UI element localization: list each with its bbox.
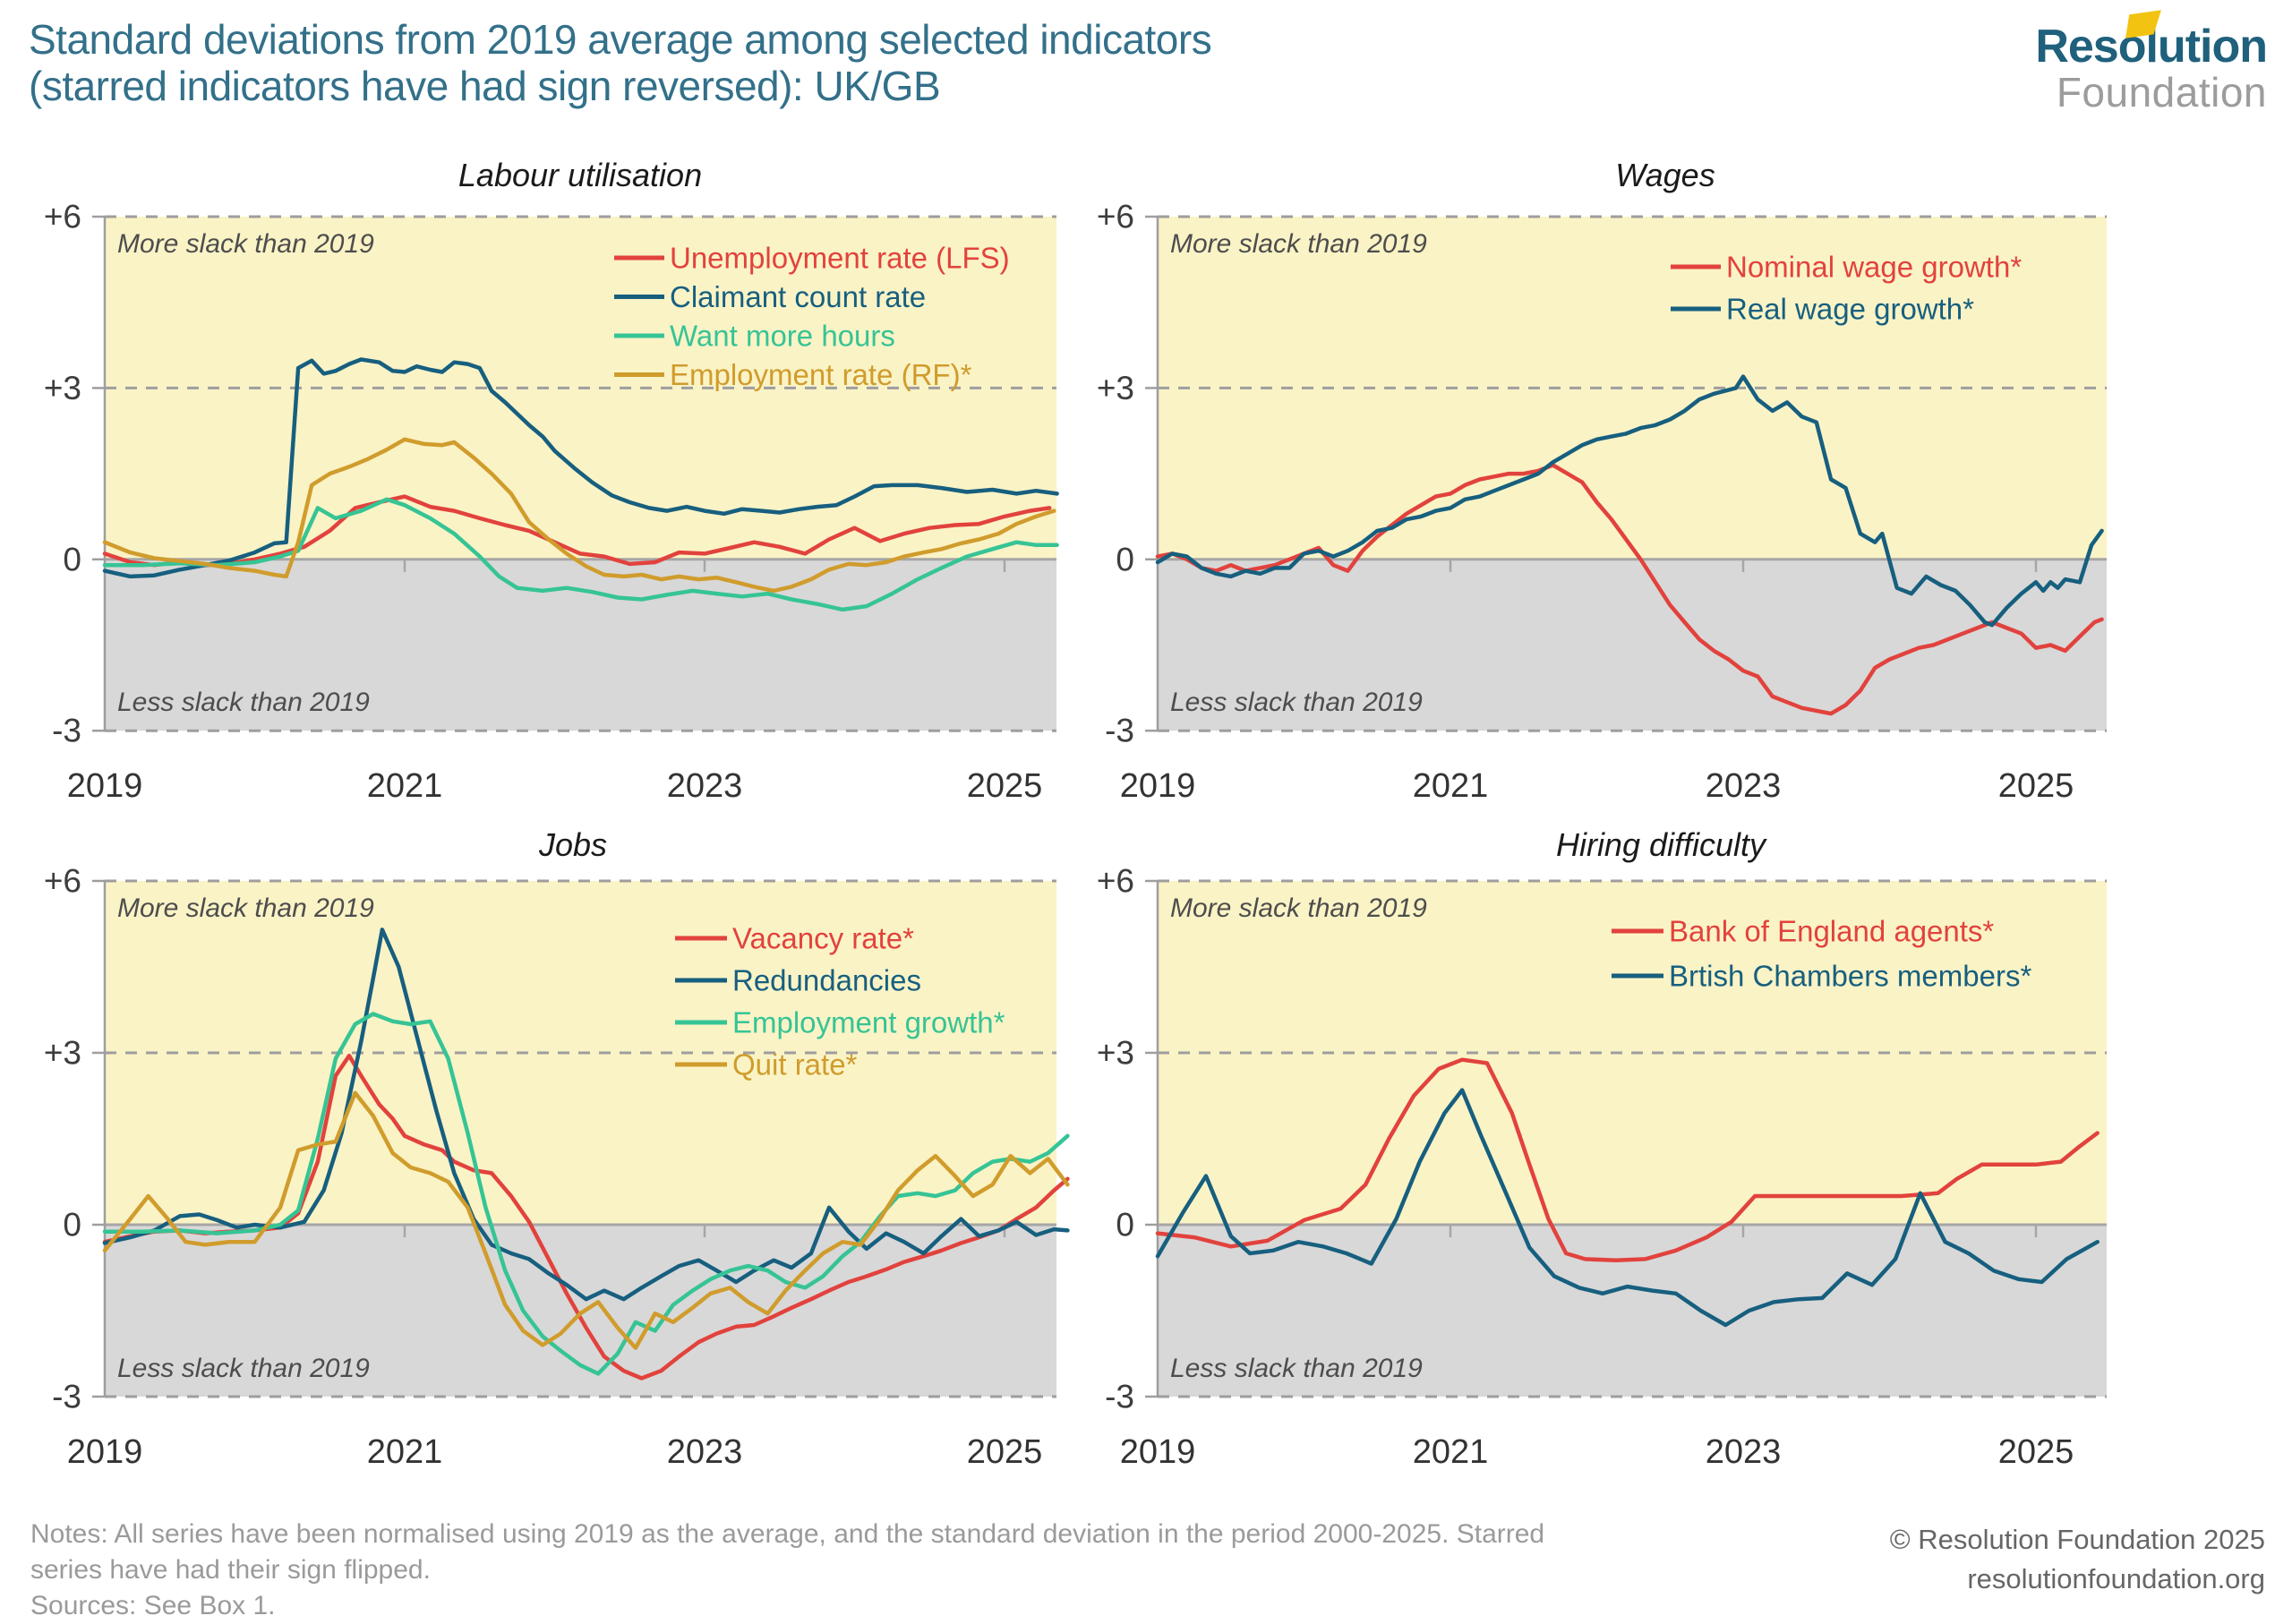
annotation-less-slack: Less slack than 2019 <box>1170 688 1423 717</box>
chart-svg-wages: +6 +3 0 -3 2019 2021 2023 2025 More slack than 2… <box>1097 157 2107 805</box>
y-tick-label: 0 <box>1116 1207 1134 1244</box>
y-tick-label: +3 <box>1097 370 1134 406</box>
page-title-line1: Standard deviations from 2019 average am… <box>29 16 1212 63</box>
annotation-more-slack: More slack than 2019 <box>117 229 374 259</box>
x-tick-label: 2021 <box>367 767 443 805</box>
x-tick-label: 2023 <box>1706 767 1782 805</box>
notes-line1: Notes: All series have been normalised u… <box>30 1519 1545 1549</box>
legend-label-real-wage-growth: Real wage growth* <box>1726 293 1974 326</box>
x-tick-label: 2019 <box>1120 1433 1196 1471</box>
y-tick-label: +6 <box>1097 863 1134 900</box>
series-vacancy-rate <box>102 1053 1070 1380</box>
series-quit-rate <box>102 1090 1070 1350</box>
x-tick-label: 2021 <box>1413 767 1489 805</box>
annotation-less-slack: Less slack than 2019 <box>1170 1354 1423 1383</box>
chart-svg-jobs: +6 +3 0 -3 2019 2021 2023 2025 More slack than 2… <box>44 826 1070 1471</box>
y-tick-label: +3 <box>44 1035 81 1072</box>
x-tick-label: 2025 <box>967 767 1043 805</box>
legend-label-redundancies: Redundancies <box>732 964 921 997</box>
footer-copyright: © Resolution Foundation 2025 resolutionf… <box>1890 1520 2265 1599</box>
legend-label-quit-rate: Quit rate* <box>732 1048 858 1081</box>
annotation-less-slack: Less slack than 2019 <box>117 1354 370 1383</box>
copyright-line: © Resolution Foundation 2025 <box>1889 1524 2265 1555</box>
chart-svg-hiring-difficulty: +6 +3 0 -3 2019 2021 2023 2025 More slack than 2… <box>1097 826 2107 1471</box>
region-less-slack <box>105 559 1056 731</box>
legend-label-bank-of-england-agents: Bank of England agents* <box>1669 915 1994 948</box>
y-tick-label: 0 <box>63 541 81 577</box>
series-bank-of-england-agents <box>1155 1057 2100 1262</box>
chart-title: Wages <box>1615 157 1715 193</box>
legend-label-unemployment-rate-lfs: Unemployment rate (LFS) <box>670 242 1010 275</box>
legend-label-vacancy-rate: Vacancy rate* <box>732 922 914 955</box>
series-nominal-wage-growth <box>1155 463 2104 716</box>
x-tick-label: 2021 <box>1413 1433 1489 1471</box>
notes-line2: series have had their sign flipped. <box>30 1555 431 1585</box>
series-employment-rate-rf <box>102 437 1056 594</box>
region-less-slack <box>1158 1225 2107 1397</box>
y-tick-label: +3 <box>44 370 81 406</box>
header: Standard deviations from 2019 average am… <box>29 16 1909 109</box>
series-want-more-hours <box>102 497 1059 612</box>
legend-label-employment-rate-rf: Employment rate (RF)* <box>670 358 972 391</box>
annotation-more-slack: More slack than 2019 <box>1170 229 1427 259</box>
x-tick-label: 2019 <box>1120 767 1196 805</box>
footer-notes: Notes: All series have been normalised u… <box>30 1517 1606 1624</box>
y-tick-label: -3 <box>52 1379 81 1415</box>
website-link[interactable]: resolutionfoundation.org <box>1967 1563 2265 1594</box>
y-tick-label: -3 <box>1105 1379 1134 1415</box>
series-redundancies <box>102 927 1070 1302</box>
y-tick-label: +6 <box>44 199 81 235</box>
y-tick-label: 0 <box>63 1207 81 1244</box>
legend-label-nominal-wage-growth: Nominal wage growth* <box>1726 251 2022 284</box>
series-real-wage-growth <box>1155 374 2104 628</box>
x-tick-label: 2023 <box>667 1433 743 1471</box>
chart-labour-utilisation: +6 +3 0 -3 2019 2021 2023 2025 More slack than 2… <box>0 143 1146 822</box>
chart-title: Labour utilisation <box>458 157 702 193</box>
legend-label-claimant-count-rate: Claimant count rate <box>670 280 926 313</box>
x-tick-label: 2025 <box>967 1433 1043 1471</box>
chart-title: Hiring difficulty <box>1556 826 1767 863</box>
annotation-more-slack: More slack than 2019 <box>117 893 374 923</box>
y-tick-label: +6 <box>44 863 81 900</box>
annotation-more-slack: More slack than 2019 <box>1170 893 1427 923</box>
y-tick-label: +3 <box>1097 1035 1134 1072</box>
series-claimant-count-rate <box>102 357 1059 579</box>
y-tick-label: -3 <box>52 713 81 749</box>
y-tick-label: 0 <box>1116 541 1134 577</box>
x-tick-label: 2025 <box>1998 1433 2074 1471</box>
x-tick-label: 2023 <box>667 767 743 805</box>
y-tick-label: +6 <box>1097 199 1134 235</box>
x-tick-label: 2025 <box>1998 767 2074 805</box>
chart-hiring-difficulty: +6 +3 0 -3 2019 2021 2023 2025 More slack than 2… <box>1097 822 2292 1520</box>
series-unemployment-rate-lfs <box>102 494 1052 568</box>
x-tick-label: 2019 <box>67 767 143 805</box>
series-brtish-chambers-members <box>1155 1088 2100 1328</box>
chart-jobs: +6 +3 0 -3 2019 2021 2023 2025 More slack than 2… <box>0 822 1146 1520</box>
y-tick-label: -3 <box>1105 713 1134 749</box>
legend-label-brtish-chambers-members: Brtish Chambers members* <box>1669 960 2031 993</box>
chart-wages: +6 +3 0 -3 2019 2021 2023 2025 More slack than 2… <box>1097 143 2292 822</box>
annotation-less-slack: Less slack than 2019 <box>117 688 370 717</box>
logo-word-foundation: Foundation <box>2056 69 2267 115</box>
x-tick-label: 2021 <box>367 1433 443 1471</box>
chart-title: Jobs <box>538 826 607 863</box>
region-less-slack <box>105 1225 1056 1397</box>
legend-label-want-more-hours: Want more hours <box>670 320 895 353</box>
chart-svg-labour-utilisation: +6 +3 0 -3 2019 2021 2023 2025 More slack than 2… <box>44 157 1059 805</box>
x-tick-label: 2023 <box>1706 1433 1782 1471</box>
logo-word-resolution: Resolution <box>2035 23 2268 70</box>
page-title-line2: (starred indicators have had sign revers… <box>29 63 941 109</box>
sources-line: Sources: See Box 1. <box>30 1591 276 1620</box>
resolution-foundation-logo: Resolution Foundation <box>2035 23 2268 115</box>
x-tick-label: 2019 <box>67 1433 143 1471</box>
legend-label-employment-growth: Employment growth* <box>732 1006 1005 1039</box>
